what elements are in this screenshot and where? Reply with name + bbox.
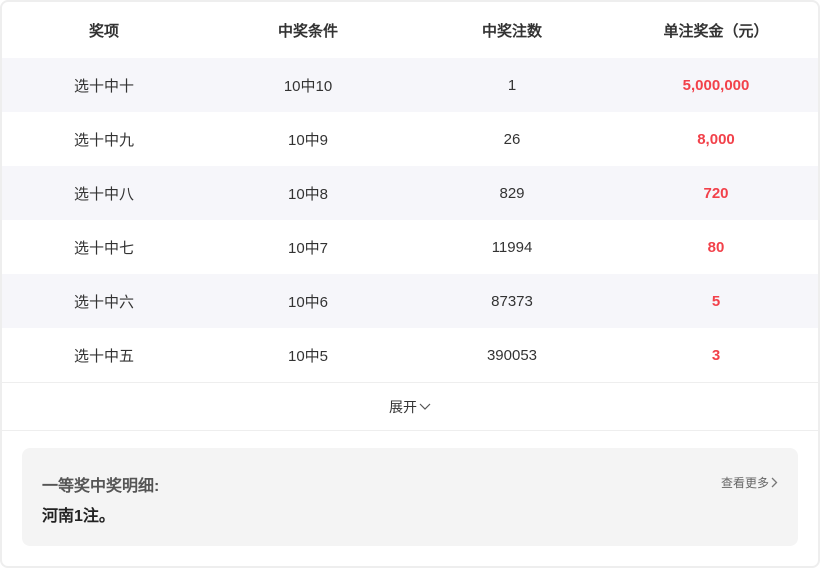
table-row: 选十中九 10中9 26 8,000 [2, 112, 818, 166]
detail-body: 河南1注。 [42, 508, 115, 525]
table-header: 奖项 中奖条件 中奖注数 单注奖金（元） [2, 2, 818, 58]
prize-level-cell: 选十中九 [73, 131, 134, 149]
prize-amount-cell: 5 [711, 292, 721, 310]
table-row: 选十中五 10中5 390053 3 [2, 328, 818, 382]
first-prize-detail: 一等奖中奖明细: 河南1注。 查看更多 [22, 448, 798, 546]
condition-cell: 10中7 [287, 239, 329, 257]
prize-level-cell: 选十中五 [73, 347, 134, 365]
expand-button[interactable]: 展开 [2, 382, 818, 431]
prize-level-cell: 选十中八 [73, 185, 134, 203]
prize-level-cell: 选十中六 [73, 293, 134, 311]
prize-amount-cell: 8,000 [697, 130, 735, 148]
count-cell: 829 [499, 184, 525, 202]
prize-amount-cell: 720 [703, 184, 729, 202]
table-row: 选十中六 10中6 87373 5 [2, 274, 818, 328]
header-prize-amount: 单注奖金（元） [663, 22, 769, 40]
count-cell: 87373 [491, 292, 533, 310]
condition-cell: 10中6 [287, 293, 329, 311]
table-row: 选十中十 10中10 1 5,000,000 [2, 58, 818, 112]
condition-cell: 10中5 [287, 347, 329, 365]
table-row: 选十中八 10中8 829 720 [2, 166, 818, 220]
header-count: 中奖注数 [481, 22, 542, 40]
count-cell: 11994 [491, 238, 533, 256]
header-prize-level: 奖项 [88, 22, 119, 40]
expand-label: 展开 [389, 398, 417, 415]
prize-amount-cell: 3 [711, 346, 721, 364]
view-more-link[interactable]: 查看更多 [721, 474, 778, 491]
prize-level-cell: 选十中七 [73, 239, 134, 257]
condition-cell: 10中8 [287, 185, 329, 203]
header-condition: 中奖条件 [277, 22, 338, 40]
condition-cell: 10中9 [287, 131, 329, 149]
prize-level-cell: 选十中十 [73, 77, 134, 95]
count-cell: 390053 [486, 346, 538, 364]
count-cell: 1 [507, 76, 517, 94]
table-row: 选十中七 10中7 11994 80 [2, 220, 818, 274]
count-cell: 26 [503, 130, 521, 148]
view-more-label: 查看更多 [720, 476, 769, 490]
detail-title: 一等奖中奖明细: [42, 478, 160, 495]
prize-amount-cell: 80 [707, 238, 725, 256]
condition-cell: 10中10 [283, 77, 333, 95]
chevron-down-icon [419, 403, 431, 410]
chevron-right-icon [771, 477, 778, 488]
prize-amount-cell: 5,000,000 [682, 76, 750, 94]
